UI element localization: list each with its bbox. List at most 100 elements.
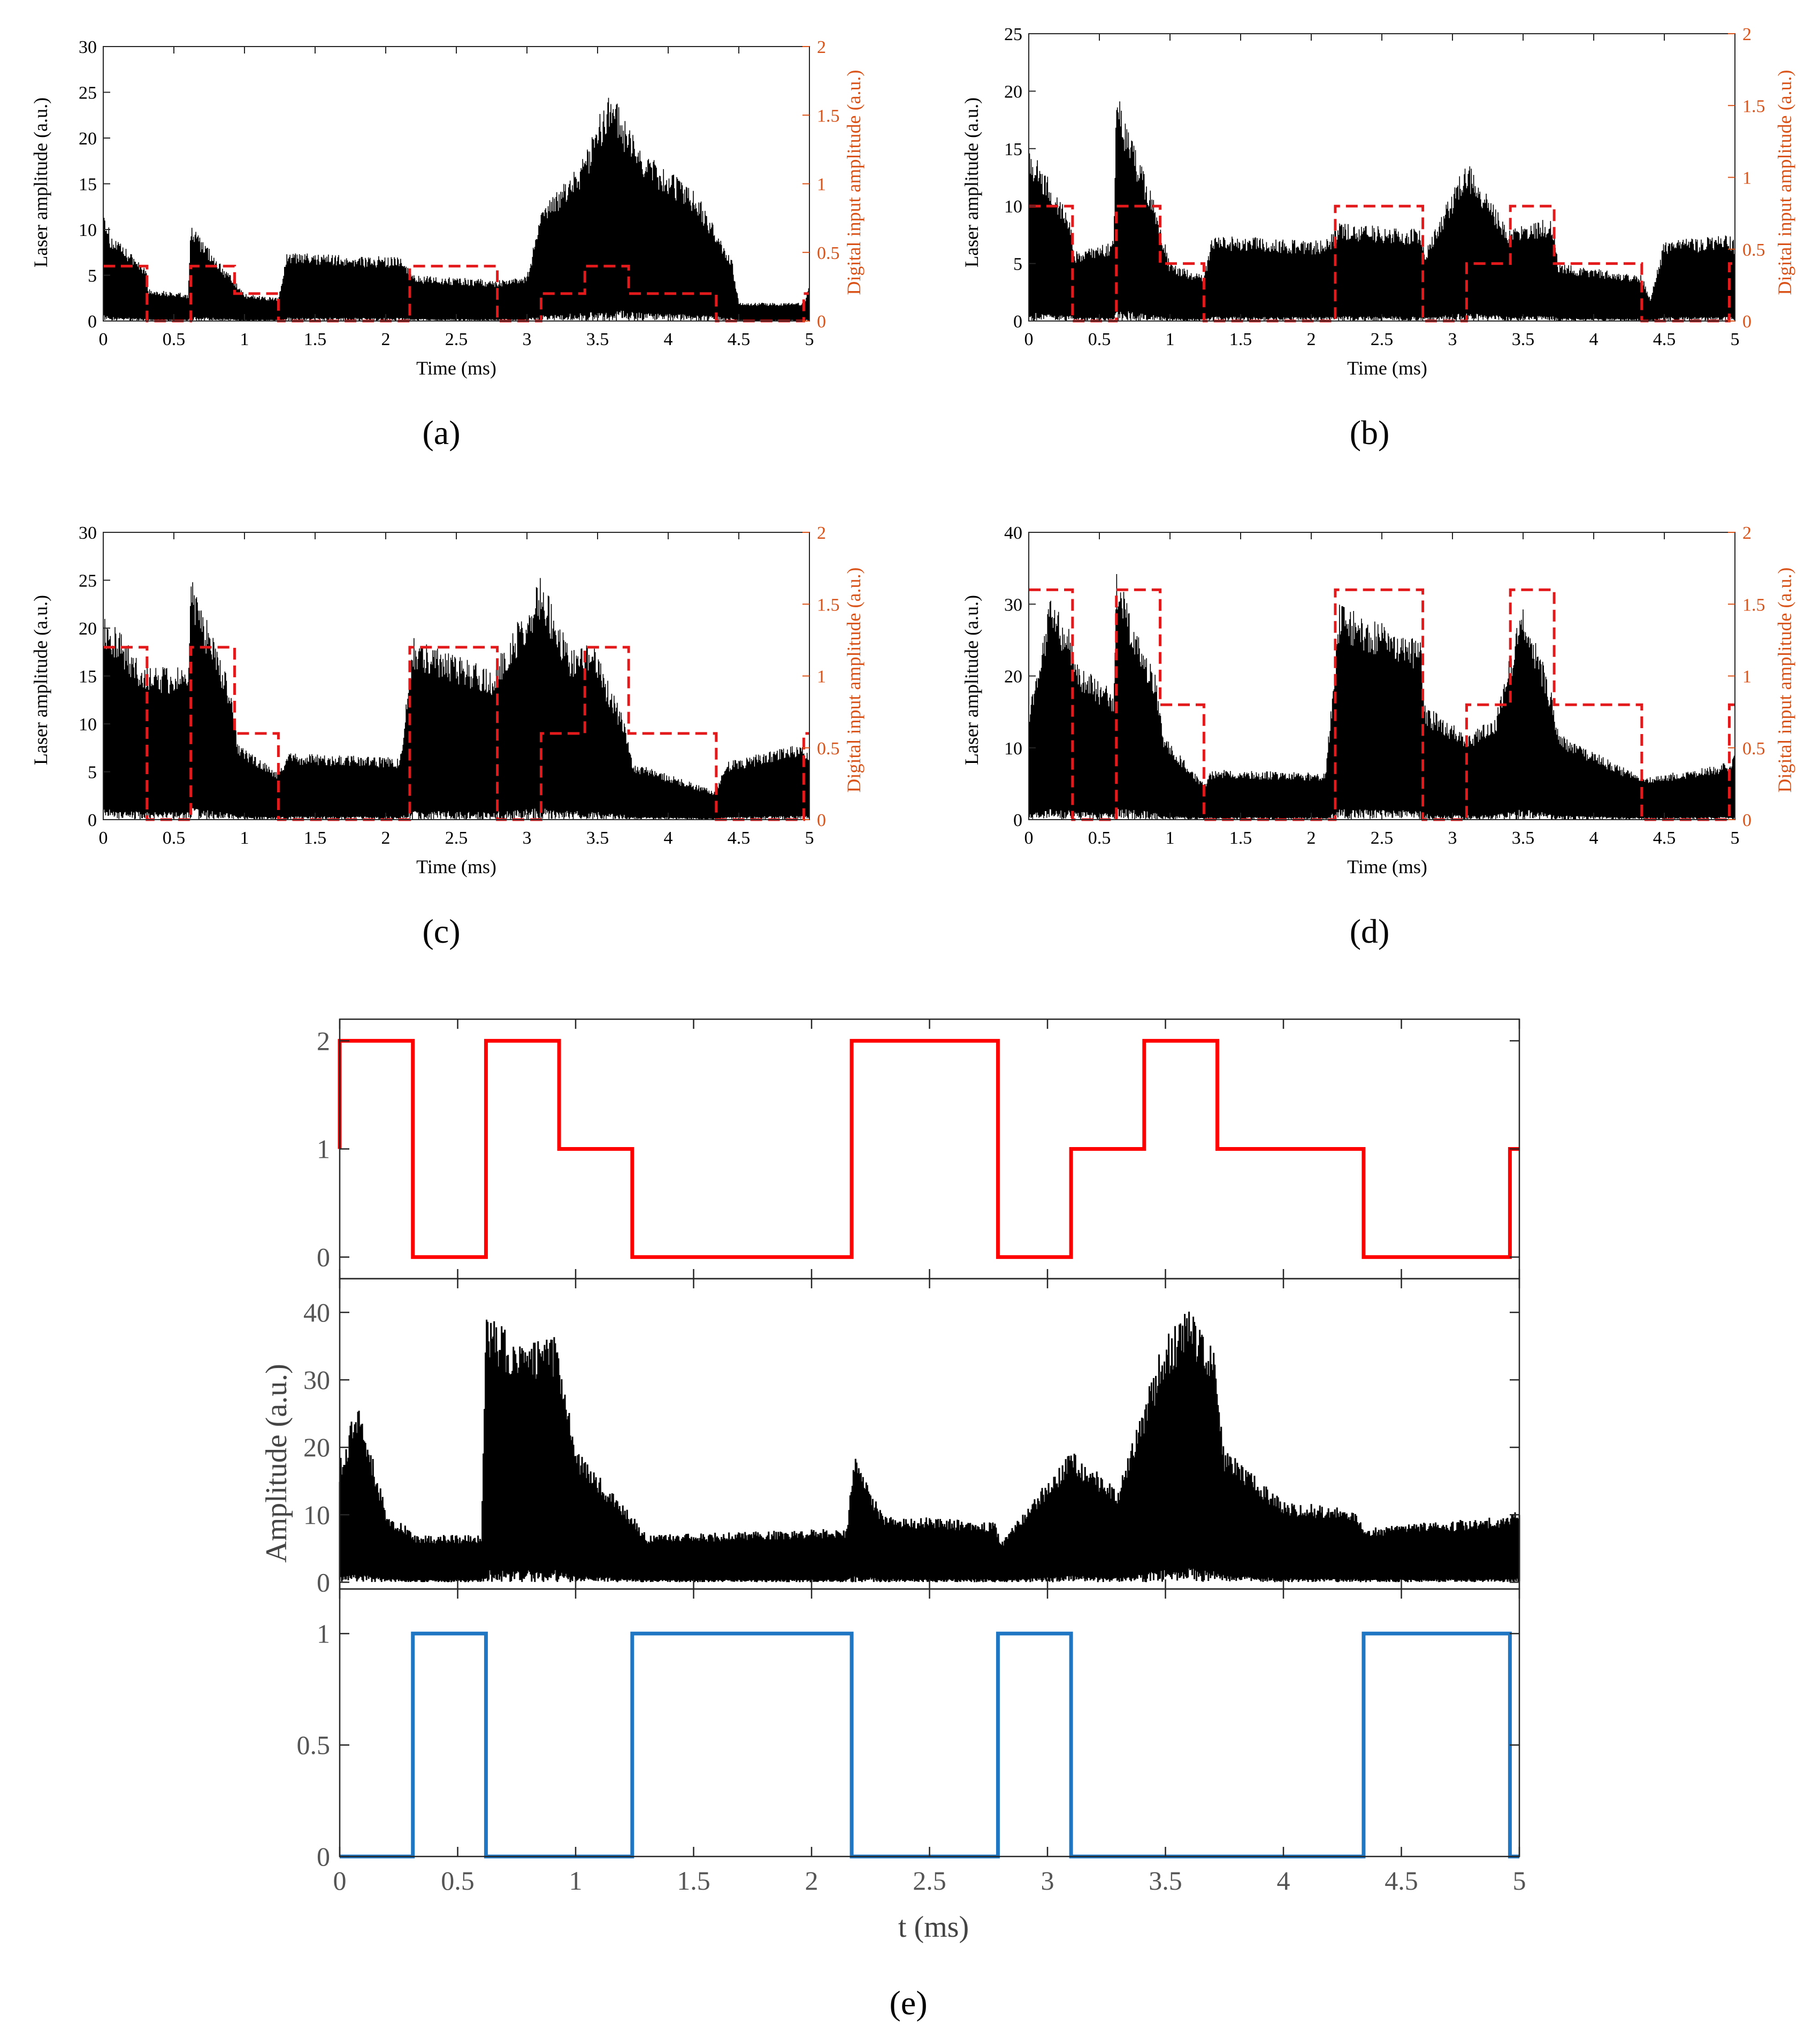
panel-a-xtick-label: 0 bbox=[99, 330, 108, 349]
panel-d-xtick-label: 2 bbox=[1307, 828, 1316, 848]
panel-b-ytick-label: 0 bbox=[1013, 312, 1022, 332]
panel-a-ytick-label: 10 bbox=[79, 220, 97, 240]
panel-e-target-ytick-label: 0.5 bbox=[297, 1730, 331, 1760]
panel-a-ytick-label: 25 bbox=[79, 83, 97, 103]
panel-e-target-ytick-label: 0 bbox=[317, 1842, 330, 1871]
panel-c-ytick-label: 30 bbox=[79, 523, 97, 543]
panel-d-y2tick-label: 1 bbox=[1742, 667, 1752, 687]
panel-c-ytick-label: 10 bbox=[79, 715, 97, 735]
panel-b-xtick-label: 2.5 bbox=[1371, 330, 1394, 349]
panel-b-ytick-label: 10 bbox=[1004, 197, 1022, 217]
panel-a-ytick-label: 20 bbox=[79, 129, 97, 149]
panel-b-xtick-label: 4 bbox=[1589, 330, 1599, 349]
panel-e-laser-ytick-label: 10 bbox=[303, 1500, 330, 1530]
panel-c-xtick-label: 3 bbox=[523, 828, 532, 848]
panel-a-ylabel: Laser amplitude (a.u.) bbox=[30, 97, 51, 268]
panel-c-y2tick-label: 0.5 bbox=[817, 739, 840, 759]
panel-b-xtick-label: 3.5 bbox=[1512, 330, 1535, 349]
panel-b-ylabel: Laser amplitude (a.u.) bbox=[961, 97, 982, 268]
panel-d-ytick-label: 0 bbox=[1013, 811, 1022, 830]
panel-d-ytick-label: 10 bbox=[1004, 739, 1022, 759]
panel-b-ytick-label: 15 bbox=[1004, 140, 1022, 159]
panel-a-ytick-label: 5 bbox=[88, 266, 97, 286]
panel-b-label: (b) bbox=[1350, 414, 1390, 452]
panel-a-xtick-label: 1.5 bbox=[304, 330, 327, 349]
panel-c-xtick-label: 1.5 bbox=[304, 828, 327, 848]
panel-c-ytick-label: 15 bbox=[79, 667, 97, 687]
panel-b-y2tick-label: 1.5 bbox=[1742, 96, 1765, 116]
panel-b-xtick-label: 2 bbox=[1307, 330, 1316, 349]
panel-a-y2tick-label: 0 bbox=[817, 312, 826, 332]
panel-a-digital-series bbox=[103, 264, 809, 323]
panel-b: 0 0.5 1 1.5 2 2.5 3 3.5 4 4.5 5051015202500.511.52… bbox=[961, 25, 1795, 452]
panel-d-xtick-label: 1.5 bbox=[1229, 828, 1252, 848]
panel-e-ylabel: Amplitude (a.u.) bbox=[260, 1364, 293, 1563]
panel-e-laser-series bbox=[339, 1311, 1520, 1583]
panel-c-y2tick-label: 1.5 bbox=[817, 595, 840, 615]
panel-c-xtick-label: 0 bbox=[99, 828, 108, 848]
panel-c-y2tick-label: 1 bbox=[817, 667, 826, 687]
panel-d-xtick-label: 1 bbox=[1166, 828, 1175, 848]
panel-e-input-ytick-label: 2 bbox=[317, 1026, 330, 1056]
panel-a-ytick-label: 15 bbox=[79, 175, 97, 195]
panel-e-xlabel: t (ms) bbox=[898, 1911, 969, 1944]
panel-a-y2tick-label: 1.5 bbox=[817, 106, 840, 126]
panel-a-label: (a) bbox=[422, 414, 460, 452]
panel-e-xtick-label: 1.5 bbox=[677, 1866, 710, 1896]
panel-b-xtick-label: 4.5 bbox=[1653, 330, 1676, 349]
panel-d-xtick-label: 2.5 bbox=[1371, 828, 1394, 848]
panel-d-y2tick-label: 0 bbox=[1742, 811, 1752, 830]
panel-a-xtick-label: 5 bbox=[805, 330, 814, 349]
panel-a-ytick-label: 30 bbox=[79, 37, 97, 57]
panel-b-xlabel: Time (ms) bbox=[1347, 357, 1427, 379]
panel-b-xtick-label: 3 bbox=[1448, 330, 1457, 349]
panel-c-xtick-label: 0.5 bbox=[163, 828, 186, 848]
panel-d-y2tick-label: 2 bbox=[1742, 523, 1752, 543]
panel-a-xtick-label: 2.5 bbox=[445, 330, 468, 349]
panel-b-y2tick-label: 1 bbox=[1742, 169, 1752, 188]
panel-a-plot-area: 0 0.5 1 1.5 2 2.5 3 3.5 4 4.5 505101520253000.511.… bbox=[79, 37, 840, 349]
panel-e-input-series bbox=[338, 1038, 1519, 1259]
panel-c-xtick-label: 4 bbox=[664, 828, 673, 848]
panel-e-xtick-label: 4.5 bbox=[1385, 1866, 1418, 1896]
panel-c-ylabel: Laser amplitude (a.u.) bbox=[30, 595, 51, 765]
panel-c-ytick-label: 5 bbox=[88, 763, 97, 783]
panel-d-xtick-label: 3.5 bbox=[1512, 828, 1535, 848]
panel-a-y2tick-label: 2 bbox=[817, 37, 826, 57]
panel-a: 0 0.5 1 1.5 2 2.5 3 3.5 4 4.5 505101520253000.511.… bbox=[30, 37, 865, 452]
panel-b-ytick-label: 25 bbox=[1004, 25, 1022, 44]
panel-d-digital-series bbox=[1029, 588, 1735, 821]
panel-c-xtick-label: 2 bbox=[381, 828, 391, 848]
panel-b-y2tick-label: 0.5 bbox=[1742, 240, 1765, 260]
panel-e-xtick-label: 4 bbox=[1277, 1866, 1290, 1896]
panel-d-xtick-label: 4 bbox=[1589, 828, 1599, 848]
panel-d-xtick-label: 4.5 bbox=[1653, 828, 1676, 848]
panel-c-xtick-label: 4.5 bbox=[728, 828, 751, 848]
panel-a-xtick-label: 2 bbox=[381, 330, 391, 349]
panel-d-xtick-label: 0.5 bbox=[1088, 828, 1111, 848]
panel-b-y2tick-label: 2 bbox=[1742, 25, 1752, 44]
panel-c-plot-area: 0 0.5 1 1.5 2 2.5 3 3.5 4 4.5 505101520253000.511.… bbox=[79, 523, 840, 848]
panel-e-xtick-label: 3.5 bbox=[1149, 1866, 1182, 1896]
panel-e-laser-ytick-label: 30 bbox=[303, 1365, 330, 1395]
panel-e-xtick-label: 5 bbox=[1513, 1866, 1526, 1896]
panel-e-target-ytick-label: 1 bbox=[317, 1618, 330, 1648]
panel-e-xtick-label: 0 bbox=[333, 1866, 347, 1896]
panel-e-xtick-label: 1 bbox=[569, 1866, 583, 1896]
panel-e-laser-ytick-label: 0 bbox=[317, 1567, 330, 1597]
panel-a-y2tick-label: 1 bbox=[817, 175, 826, 195]
panel-e-label: (e) bbox=[889, 1984, 927, 2022]
panel-a-xlabel: Time (ms) bbox=[416, 357, 496, 379]
panel-e-xtick-label: 3 bbox=[1041, 1866, 1054, 1896]
panel-b-xtick-label: 5 bbox=[1731, 330, 1740, 349]
panel-d-laser-series bbox=[1028, 574, 1735, 820]
panel-c-xlabel: Time (ms) bbox=[416, 856, 496, 877]
panel-e-input-ytick-label: 0 bbox=[317, 1242, 330, 1272]
panel-b-laser-series bbox=[1028, 101, 1735, 322]
panel-d-y2tick-label: 1.5 bbox=[1742, 595, 1765, 615]
panel-b-xtick-label: 0 bbox=[1024, 330, 1034, 349]
panel-b-y2label: Digital input amplitude (a.u.) bbox=[1774, 70, 1795, 295]
panel-b-xtick-label: 0.5 bbox=[1088, 330, 1111, 349]
